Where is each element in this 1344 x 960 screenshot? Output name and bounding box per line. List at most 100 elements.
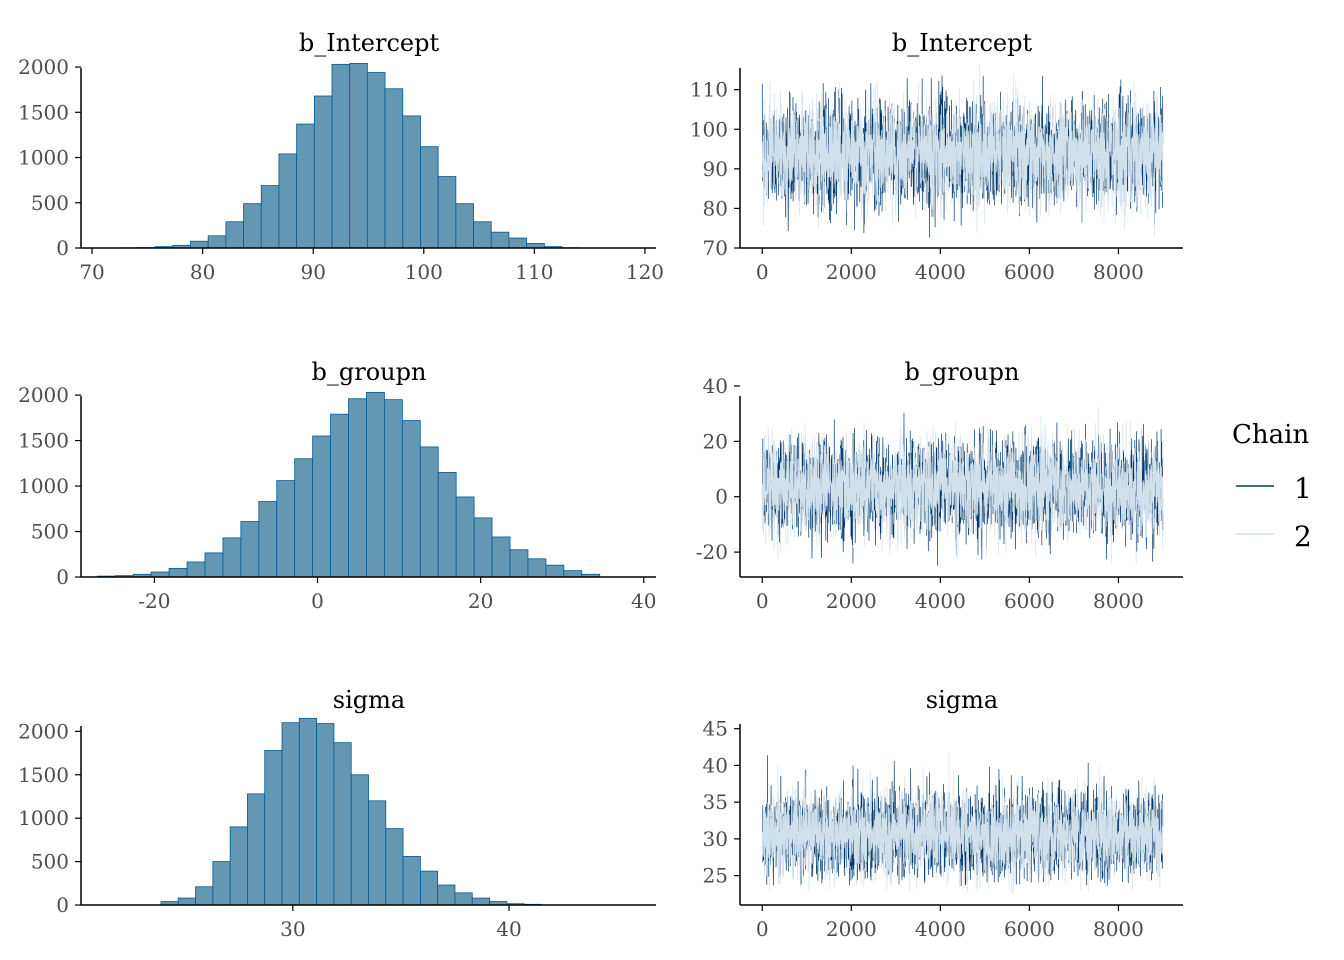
x-tick-label: 20 — [468, 589, 493, 613]
histogram-bar — [471, 897, 490, 906]
histogram-bar — [527, 558, 547, 578]
x-tick-label: 6000 — [1004, 260, 1055, 284]
histogram-bar — [207, 235, 227, 249]
x-tick-label: 90 — [300, 260, 325, 284]
x-tick-label: 0 — [311, 589, 324, 613]
x-tick-label: 0 — [756, 589, 769, 613]
histogram-bar — [473, 221, 492, 249]
x-tick-label: 4000 — [915, 589, 966, 613]
histogram-bar — [384, 88, 404, 249]
histogram-bar — [258, 501, 278, 578]
x-tick-label: 6000 — [1004, 589, 1055, 613]
histogram-bar — [264, 750, 283, 906]
histogram-bar — [401, 420, 421, 578]
legend-label-chain-1: 1 — [1294, 472, 1312, 505]
panel-title: sigma — [926, 686, 998, 714]
histogram-bar — [419, 446, 439, 578]
histogram-bar — [491, 536, 511, 578]
x-tick-label: 4000 — [915, 260, 966, 284]
histogram-bar — [276, 480, 296, 578]
y-tick-label: 80 — [703, 196, 728, 220]
histogram-bar — [437, 472, 457, 578]
histogram-bar — [333, 742, 352, 906]
histogram-bar — [437, 884, 456, 906]
histogram-bar — [212, 861, 231, 906]
histogram-bar — [419, 870, 439, 906]
histogram-bar — [350, 774, 369, 906]
histogram-bar — [348, 398, 367, 578]
legend-label-chain-2: 2 — [1294, 520, 1312, 553]
histogram-bar — [402, 855, 421, 906]
x-tick-label: 40 — [496, 917, 521, 941]
y-tick-label: 1000 — [18, 806, 69, 830]
histogram-bar — [455, 203, 474, 249]
chain-legend: Chain 1 2 — [1232, 420, 1312, 553]
x-tick-label: 2000 — [826, 589, 877, 613]
panel-5-bar: sigma 30 40 0 500 1000 1500 2000 — [18, 686, 656, 941]
histogram-bar — [455, 496, 475, 578]
y-tick-label: 30 — [703, 827, 728, 851]
x-tick-label: 6000 — [1004, 917, 1055, 941]
histogram-bar — [278, 153, 298, 249]
y-tick-label: 100 — [690, 117, 728, 141]
legend-title: Chain — [1232, 420, 1309, 450]
y-tick-label: 20 — [703, 429, 728, 453]
panel-title: b_groupn — [905, 358, 1020, 386]
panel-title: b_Intercept — [299, 29, 440, 57]
histogram-bar — [150, 571, 170, 578]
x-tick-label: 80 — [190, 260, 215, 284]
x-tick-label: 2000 — [826, 260, 877, 284]
y-tick-label: 0 — [56, 236, 69, 260]
x-tick-label: 110 — [515, 260, 553, 284]
y-tick-label: 90 — [703, 157, 728, 181]
histogram-bar — [260, 185, 280, 249]
histogram-bar — [349, 63, 368, 249]
histogram-bar — [366, 72, 386, 249]
histogram-bar — [225, 221, 244, 249]
histogram-bar — [420, 146, 439, 249]
y-tick-label: 45 — [703, 717, 728, 741]
histogram-bar — [222, 537, 242, 578]
histogram-bar — [454, 892, 473, 906]
y-tick-label: 110 — [690, 78, 728, 102]
histogram-bar — [402, 115, 421, 249]
y-tick-label: 2000 — [18, 383, 69, 407]
y-tick-label: 40 — [703, 753, 728, 777]
histogram-bar — [366, 391, 385, 578]
x-tick-label: 30 — [280, 917, 305, 941]
histogram-bar — [168, 567, 188, 578]
y-tick-label: 0 — [56, 893, 69, 917]
x-tick-label: 4000 — [915, 917, 966, 941]
histogram-bar — [229, 826, 248, 906]
x-tick-label: 0 — [756, 917, 769, 941]
histogram-bar — [240, 521, 260, 578]
panel-title: b_groupn — [312, 358, 427, 386]
histogram-bar — [385, 828, 404, 906]
histogram-bar — [312, 435, 331, 578]
x-tick-label: 8000 — [1093, 260, 1144, 284]
x-tick-label: 8000 — [1093, 589, 1144, 613]
histogram-bar — [195, 886, 214, 906]
y-tick-label: 1000 — [18, 474, 69, 498]
x-tick-label: 100 — [405, 260, 443, 284]
x-tick-label: 120 — [626, 260, 664, 284]
panel-6-line: sigma 0 2000 4000 6000 8000 25 30 35 40 45 — [703, 686, 1183, 941]
x-tick-label: 2000 — [826, 917, 877, 941]
y-tick-label: 500 — [31, 191, 69, 215]
panel-3-bar: b_groupn -20 0 20 40 0 500 1000 1500 2000 — [18, 358, 656, 613]
histogram-bar — [545, 564, 565, 578]
y-tick-label: -20 — [696, 540, 728, 564]
histogram-bar — [313, 95, 333, 249]
histogram-bar — [316, 723, 335, 906]
histogram-bar — [508, 237, 528, 249]
histogram-bar — [509, 549, 529, 578]
x-tick-label: -20 — [138, 589, 170, 613]
y-tick-label: 0 — [56, 565, 69, 589]
y-tick-label: 25 — [703, 864, 728, 888]
y-tick-label: 40 — [703, 374, 728, 398]
y-tick-label: 70 — [703, 236, 728, 260]
y-tick-label: 500 — [31, 520, 69, 544]
histogram-bar — [368, 800, 387, 906]
histogram-bar — [294, 458, 314, 578]
